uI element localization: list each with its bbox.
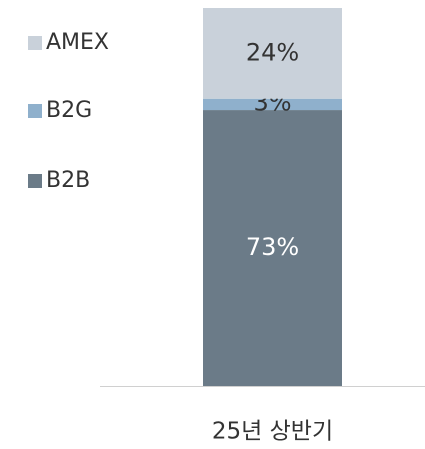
bar-segment	[203, 8, 342, 99]
legend-label: B2B	[46, 168, 90, 193]
legend-swatch	[28, 36, 42, 50]
bar-segment	[203, 110, 342, 386]
legend-swatch	[28, 174, 42, 188]
legend-label: B2G	[46, 98, 92, 123]
data-label: 73%	[246, 233, 299, 261]
x-tick-label: 25년 상반기	[212, 419, 333, 445]
legend-label: AMEX	[46, 30, 109, 55]
bar-segment	[203, 98, 342, 111]
data-label: 24%	[246, 38, 299, 66]
legend-swatch	[28, 104, 42, 118]
